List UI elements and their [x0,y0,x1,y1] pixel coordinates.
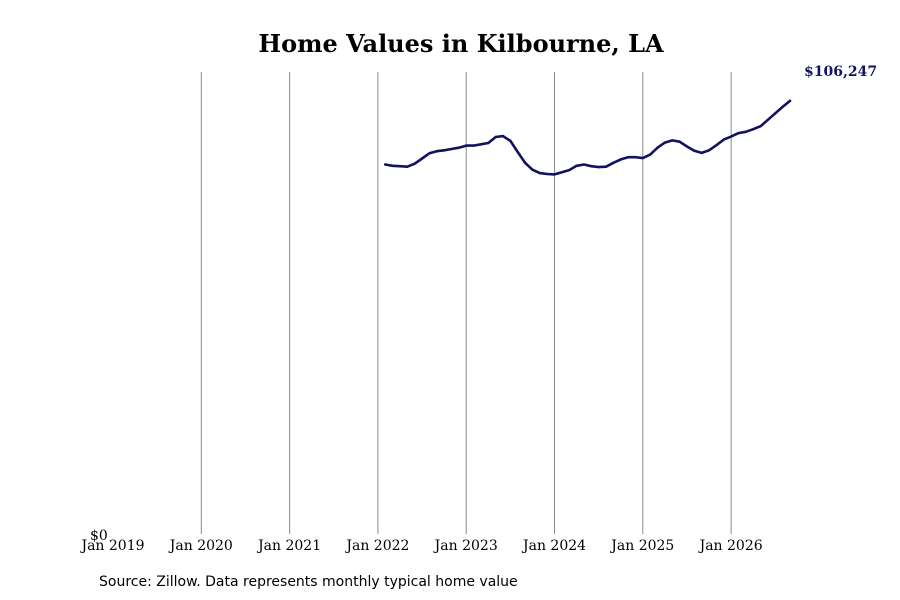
data-point-2025-05 [671,139,674,142]
data-point-2024-09 [612,161,615,164]
data-point-2023-09 [523,161,527,164]
data-point-2024-02 [560,171,564,174]
x-tick-label-2022: Jan 2022 [344,538,409,554]
data-point-2022-06 [413,162,416,165]
data-point-2025-01 [641,156,645,160]
data-point-2023-04 [487,141,490,145]
data-point-2022-07 [420,157,424,160]
x-tick-label-2019: Jan 2019 [79,538,144,554]
data-point-2026-06 [766,118,770,121]
data-point-2023-02 [472,144,475,147]
data-point-2024-07 [597,165,600,169]
data-point-2024-04 [575,164,578,168]
data-point-2023-05 [494,135,497,139]
data-point-2023-03 [479,143,483,146]
data-point-2024-03 [568,168,571,172]
data-point-2022-10 [442,149,446,152]
source-note: Source: Zillow. Data represents monthly … [99,574,518,590]
x-tick-label-2024: Jan 2024 [521,538,586,554]
x-tick-label-2025: Jan 2025 [609,538,674,554]
series-line [384,99,792,176]
data-point-2025-11 [715,143,718,147]
data-point-2026-09 [788,99,792,103]
data-point-2026-02 [737,131,740,135]
x-tick-label-2026: Jan 2026 [698,538,763,554]
data-point-2026-07 [774,112,777,115]
y-tick-label-zero: $0 [90,528,108,544]
data-point-2024-10 [619,158,622,161]
data-point-2023-06 [501,134,505,138]
data-point-2025-03 [656,146,659,149]
data-point-2024-11 [626,156,630,159]
data-point-2026-08 [781,105,784,109]
data-point-2025-06 [678,140,681,143]
data-point-2024-08 [604,165,608,168]
data-point-2022-09 [435,149,438,153]
data-point-2023-11 [538,171,542,175]
data-point-2022-12 [457,146,461,149]
data-point-2022-05 [406,165,409,168]
end-value-label: $106,247 [804,64,877,80]
data-point-2025-09 [700,151,703,155]
data-point-2022-03 [391,164,394,168]
data-point-2026-03 [744,130,748,134]
data-point-2024-05 [582,163,586,166]
data-point-2022-11 [450,147,453,151]
data-point-2025-07 [685,145,689,148]
data-point-2022-08 [428,152,431,155]
data-point-2026-01 [729,135,733,138]
data-point-2022-02 [384,163,387,166]
series-points [384,99,792,176]
data-point-2026-05 [759,125,762,128]
x-tick-label-2023: Jan 2023 [433,538,498,554]
data-point-2023-01 [465,144,468,147]
data-point-2023-12 [545,172,549,176]
vertical-gridlines [200,72,732,534]
data-point-2025-04 [663,141,667,144]
data-point-2025-08 [693,149,696,152]
data-point-2024-06 [590,165,593,168]
data-point-2025-10 [707,149,711,152]
data-point-2023-08 [516,150,519,154]
data-point-2026-04 [752,128,755,131]
x-tick-label-2020: Jan 2020 [168,538,233,554]
x-tick-label-2021: Jan 2021 [256,538,321,554]
data-point-2024-01 [553,173,556,176]
data-point-2024-12 [634,156,637,159]
data-point-2025-02 [648,153,652,156]
data-point-2022-04 [398,165,402,168]
chart-title: Home Values in Kilbourne, LA [258,29,664,58]
data-point-2023-07 [509,139,512,143]
data-point-2025-12 [722,138,725,141]
x-axis-tick-labels: Jan 2019 Jan 2020 Jan 2021 Jan 2022 Jan 2023… [79,538,762,554]
data-point-2023-10 [531,168,534,171]
